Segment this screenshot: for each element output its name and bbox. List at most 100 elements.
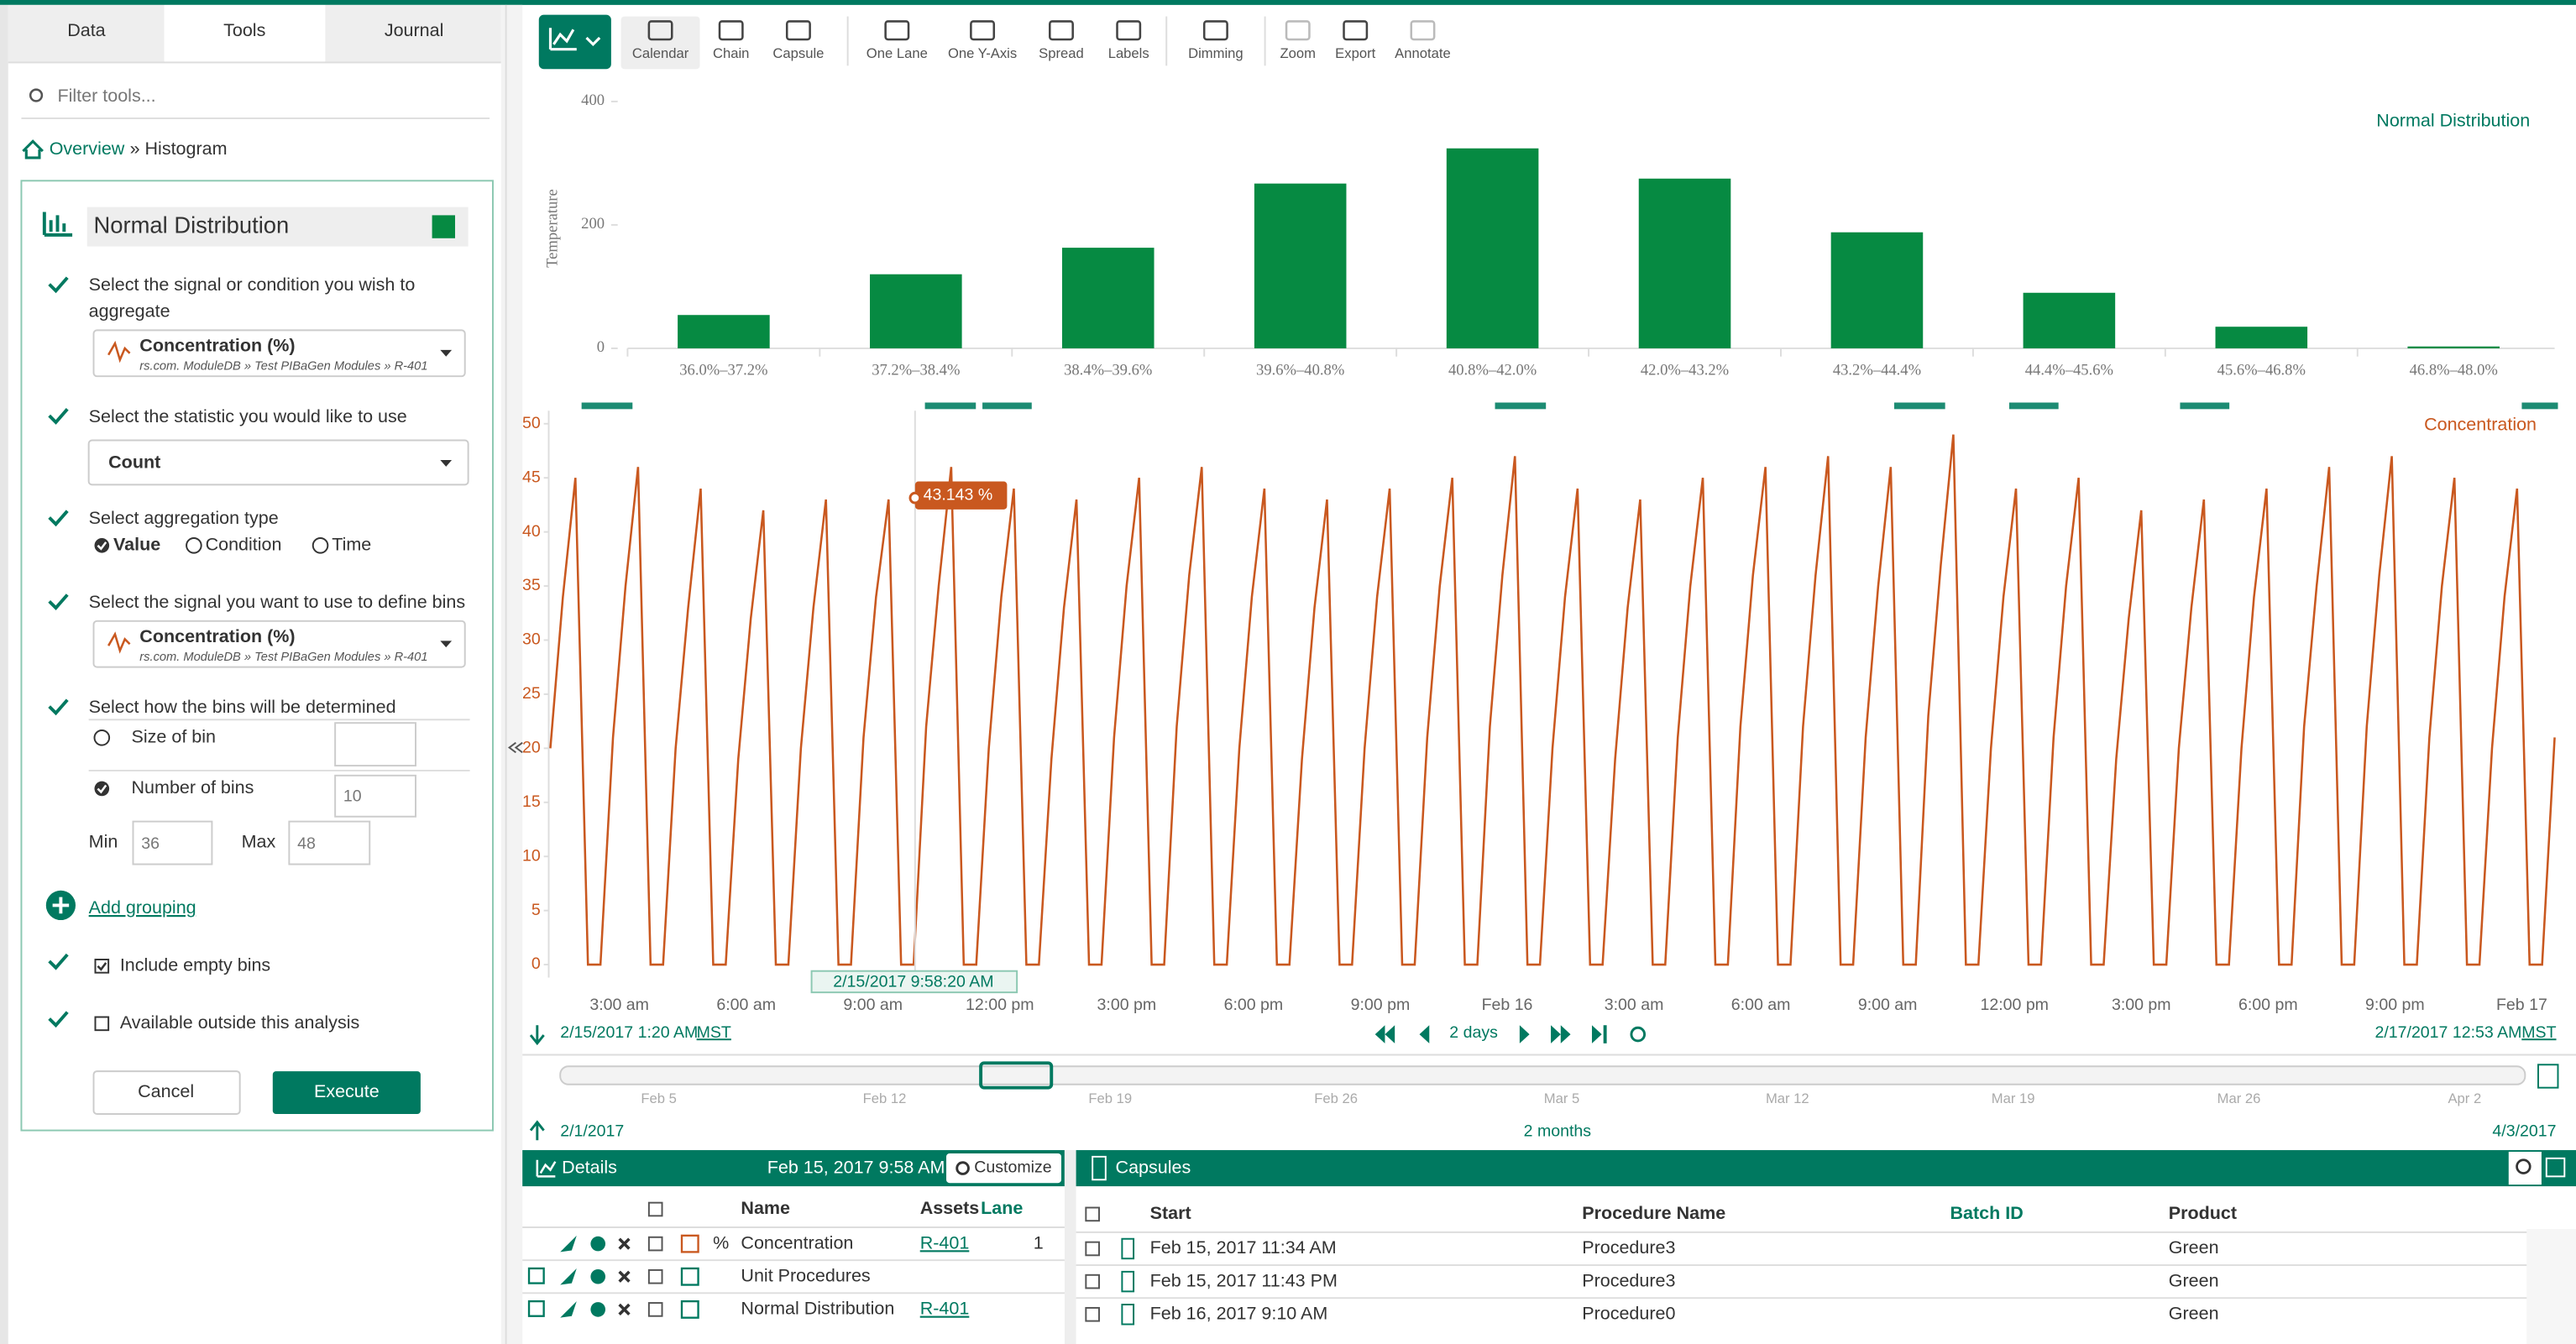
asset-link[interactable]: R-401 [920, 1232, 970, 1252]
bar[interactable] [2407, 346, 2500, 348]
bar[interactable] [1638, 178, 1731, 348]
checkbox[interactable] [1085, 1273, 1100, 1289]
cancel-button[interactable] [92, 1070, 241, 1115]
checkbox[interactable] [1085, 1241, 1100, 1257]
column-header[interactable]: Procedure Name [1582, 1203, 1725, 1223]
timeline-selection[interactable] [979, 1061, 1054, 1090]
radio[interactable] [186, 537, 202, 554]
zoom-button[interactable] [2508, 1152, 2542, 1185]
filter-input[interactable]: Filter tools... [57, 86, 155, 106]
collapse-button[interactable] [2545, 1157, 2566, 1178]
range-zone[interactable]: MST [2521, 1023, 2556, 1042]
toolbar-label[interactable]: Export [1335, 45, 1375, 61]
capsule[interactable] [924, 402, 976, 410]
range-end[interactable]: 2/17/2017 12:53 AM [2374, 1023, 2521, 1042]
column-header[interactable]: Batch ID [1950, 1203, 2024, 1223]
asset-link[interactable]: R-401 [920, 1299, 970, 1319]
checkbox[interactable] [647, 1236, 663, 1252]
bar[interactable] [678, 315, 770, 348]
checkbox[interactable] [1085, 1206, 1100, 1222]
info-icon[interactable] [590, 1302, 606, 1317]
remove-icon[interactable] [618, 1237, 631, 1250]
execute-label[interactable]: Execute [314, 1081, 380, 1101]
forward-far[interactable] [1551, 1025, 1571, 1043]
remove-icon[interactable] [618, 1303, 631, 1316]
cancel-label[interactable]: Cancel [138, 1081, 194, 1101]
bins-signal-select[interactable] [92, 620, 466, 668]
tab-label[interactable]: Tools [223, 20, 265, 40]
toolbar-label[interactable]: Calendar [632, 45, 689, 61]
edit-icon[interactable] [527, 1300, 545, 1317]
back-far[interactable] [1374, 1025, 1395, 1043]
bar[interactable] [1446, 148, 1539, 348]
radio-label[interactable]: Number of bins [132, 777, 254, 798]
column-header[interactable]: Name [741, 1198, 790, 1218]
checkbox[interactable] [647, 1268, 663, 1284]
remove-icon[interactable] [618, 1270, 631, 1283]
name-input[interactable] [86, 207, 419, 247]
statistic-select[interactable] [87, 439, 469, 486]
customize-button[interactable] [946, 1153, 1061, 1184]
view-button[interactable] [538, 14, 611, 70]
edit-icon[interactable] [527, 1267, 545, 1284]
checkbox-checked[interactable] [94, 959, 110, 974]
radio[interactable] [312, 537, 329, 554]
toolbar-label[interactable]: Capsule [772, 45, 824, 61]
capsule[interactable] [2008, 402, 2059, 410]
size-input[interactable] [334, 722, 417, 767]
radio-label[interactable]: Time [332, 534, 371, 554]
arrow-down[interactable] [529, 1025, 545, 1046]
radio-selected[interactable] [94, 537, 110, 553]
timeline-icon[interactable] [2537, 1064, 2559, 1089]
info-icon[interactable] [590, 1268, 606, 1284]
color-swatch[interactable] [432, 215, 455, 238]
bar[interactable] [2215, 327, 2308, 348]
column-header[interactable]: Product [2169, 1203, 2237, 1223]
home-icon[interactable] [22, 139, 44, 160]
bar[interactable] [1254, 183, 1347, 348]
checkbox[interactable] [647, 1201, 663, 1217]
capsule[interactable] [1893, 402, 1945, 410]
checkbox[interactable] [1085, 1306, 1100, 1322]
splitter[interactable] [500, 4, 523, 1344]
breadcrumb-link[interactable]: Overview [50, 139, 125, 159]
range-start[interactable]: 2/15/2017 1:20 AM [560, 1023, 698, 1042]
signal-select[interactable] [92, 329, 466, 378]
capsule[interactable] [2521, 402, 2558, 410]
tab-data[interactable] [8, 4, 165, 63]
toolbar-label[interactable]: Dimming [1188, 45, 1243, 61]
column-header[interactable]: Lane [981, 1198, 1023, 1218]
toolbar-label[interactable]: One Lane [867, 45, 928, 61]
capsule[interactable] [581, 402, 633, 410]
tab-label[interactable]: Journal [385, 20, 444, 40]
bar[interactable] [1061, 248, 1154, 348]
rocket-icon[interactable] [560, 1235, 577, 1252]
column-header[interactable]: Start [1150, 1203, 1191, 1223]
radio-label[interactable]: Value [113, 534, 160, 554]
range-zone[interactable]: MST [697, 1023, 731, 1042]
timeline-track[interactable] [559, 1065, 2526, 1085]
tab-tools[interactable] [164, 4, 326, 63]
column-header[interactable]: Assets [920, 1198, 980, 1218]
back[interactable] [1419, 1025, 1430, 1043]
toolbar-label[interactable]: One Y-Axis [948, 45, 1017, 61]
forward-end[interactable] [1591, 1025, 1607, 1043]
min-input[interactable] [132, 820, 213, 865]
capsule[interactable] [982, 402, 1032, 410]
arrow-up[interactable] [529, 1120, 545, 1141]
toolbar-label[interactable]: Labels [1108, 45, 1149, 61]
radio[interactable] [93, 730, 111, 746]
scrollbar[interactable] [2526, 1228, 2576, 1344]
bar[interactable] [870, 274, 962, 348]
checkbox[interactable] [94, 1016, 110, 1032]
checkbox[interactable] [647, 1302, 663, 1317]
tab-journal[interactable] [325, 4, 501, 63]
capsule[interactable] [1495, 402, 1547, 410]
bins-input[interactable] [334, 774, 417, 818]
max-input[interactable] [288, 820, 371, 865]
radio-selected[interactable] [94, 781, 110, 797]
toolbar-label[interactable]: Spread [1039, 45, 1084, 61]
range-duration[interactable]: 2 days [1449, 1023, 1498, 1042]
radio-label[interactable]: Size of bin [132, 726, 216, 746]
collapse-icon[interactable] [507, 741, 523, 754]
